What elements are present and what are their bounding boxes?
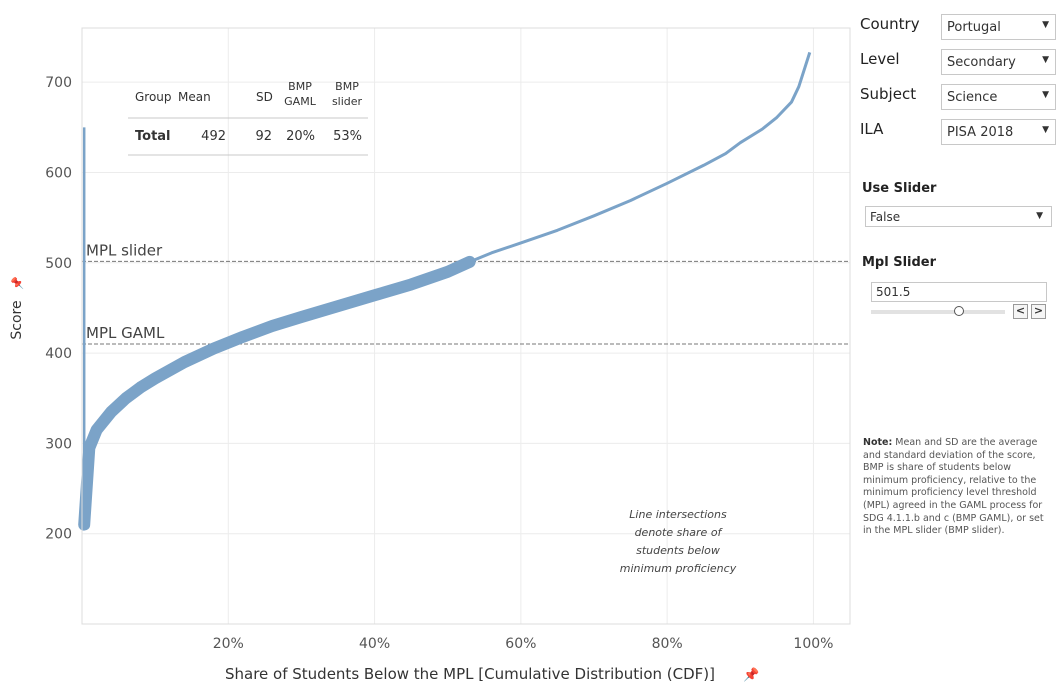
slider-decrement-button[interactable]: < <box>1013 304 1028 319</box>
y-tick-label: 200 <box>45 527 72 543</box>
chevron-down-icon: ▼ <box>1042 125 1049 135</box>
summary-header-bmp-gaml-line1: BMP <box>288 80 312 93</box>
y-tick-label: 500 <box>45 256 72 272</box>
mpl-slider-input[interactable]: 501.5 <box>871 282 1047 302</box>
subject-dropdown[interactable]: Science ▼ <box>941 84 1056 110</box>
mpl-slider-thumb[interactable] <box>954 306 964 316</box>
annotation-line: minimum proficiency <box>620 562 737 575</box>
slider-increment-button[interactable]: > <box>1031 304 1046 319</box>
note-body: Mean and SD are the average and standard… <box>863 437 1044 537</box>
y-axis-pin-icon[interactable]: 📌 <box>10 276 24 290</box>
level-label: Level <box>860 50 900 68</box>
reference-line-label: MPL GAML <box>86 324 165 342</box>
use-slider-dropdown[interactable]: False ▼ <box>865 206 1052 227</box>
chart-annotation: Line intersections denote share of student… <box>620 508 737 575</box>
country-label: Country <box>860 15 920 33</box>
ila-label: ILA <box>860 120 884 138</box>
plot-frame <box>81 27 851 625</box>
mpl-slider-track[interactable] <box>871 310 1005 314</box>
summary-header-group: Group <box>135 90 172 104</box>
mpl-slider-label: Mpl Slider <box>862 255 937 270</box>
summary-header-bmp-gaml-line2: GAML <box>284 95 317 108</box>
level-value: Secondary <box>947 55 1016 70</box>
x-tick-label: 80% <box>652 636 683 652</box>
y-tick-label: 300 <box>45 436 72 452</box>
annotation-line: students below <box>636 544 720 557</box>
use-slider-label: Use Slider <box>862 181 937 196</box>
summary-cell-bmp-slider: 53% <box>333 129 362 144</box>
chevron-down-icon: ▼ <box>1036 211 1043 221</box>
reference-line-label: MPL slider <box>86 241 163 259</box>
x-tick-label: 60% <box>505 636 536 652</box>
summary-cell-mean: 492 <box>201 129 226 144</box>
chevron-down-icon: ▼ <box>1042 55 1049 65</box>
level-dropdown[interactable]: Secondary ▼ <box>941 49 1056 75</box>
summary-cell-bmp-gaml: 20% <box>286 129 315 144</box>
summary-header-bmp-slider-line1: BMP <box>335 80 359 93</box>
summary-cell-sd: 92 <box>255 129 272 144</box>
summary-table: Group Mean SD BMP GAML BMP slider Total … <box>128 80 368 156</box>
cdf-curve <box>82 51 812 525</box>
subject-label: Subject <box>860 85 917 103</box>
summary-header-sd: SD <box>256 90 273 104</box>
summary-header-mean: Mean <box>178 90 211 104</box>
x-axis-title: Share of Students Below the MPL [Cumulat… <box>225 665 715 683</box>
y-tick-label: 700 <box>45 75 72 91</box>
x-axis-pin-icon[interactable]: 📌 <box>743 666 759 683</box>
grid-layer <box>82 28 850 624</box>
use-slider-value: False <box>870 210 901 224</box>
summary-cell-group: Total <box>135 129 171 144</box>
country-dropdown[interactable]: Portugal ▼ <box>941 14 1056 40</box>
x-tick-label: 20% <box>213 636 244 652</box>
cdf-curve-below-mpl <box>78 255 476 531</box>
x-tick-label: 100% <box>793 636 833 652</box>
note-prefix: Note: <box>863 437 893 448</box>
y-axis-title: Score <box>9 300 25 339</box>
annotation-line: denote share of <box>635 526 724 539</box>
chevron-down-icon: ▼ <box>1042 20 1049 30</box>
tick-label-layer: 20% 40% 60% 80% 100% 200 300 400 500 600 700 <box>45 75 833 652</box>
y-tick-label: 400 <box>45 346 72 362</box>
ila-value: PISA 2018 <box>947 125 1014 140</box>
ila-dropdown[interactable]: PISA 2018 ▼ <box>941 119 1056 145</box>
summary-header-bmp-slider-line2: slider <box>332 95 363 108</box>
x-tick-label: 40% <box>359 636 390 652</box>
curve-layer <box>78 51 812 531</box>
reference-line-layer: MPL slider MPL GAML <box>82 241 850 345</box>
annotation-line: Line intersections <box>629 508 727 521</box>
country-value: Portugal <box>947 20 1001 35</box>
subject-value: Science <box>947 90 998 105</box>
note-text: Note: Mean and SD are the average and st… <box>863 437 1055 538</box>
y-tick-label: 600 <box>45 165 72 181</box>
chevron-down-icon: ▼ <box>1042 90 1049 100</box>
